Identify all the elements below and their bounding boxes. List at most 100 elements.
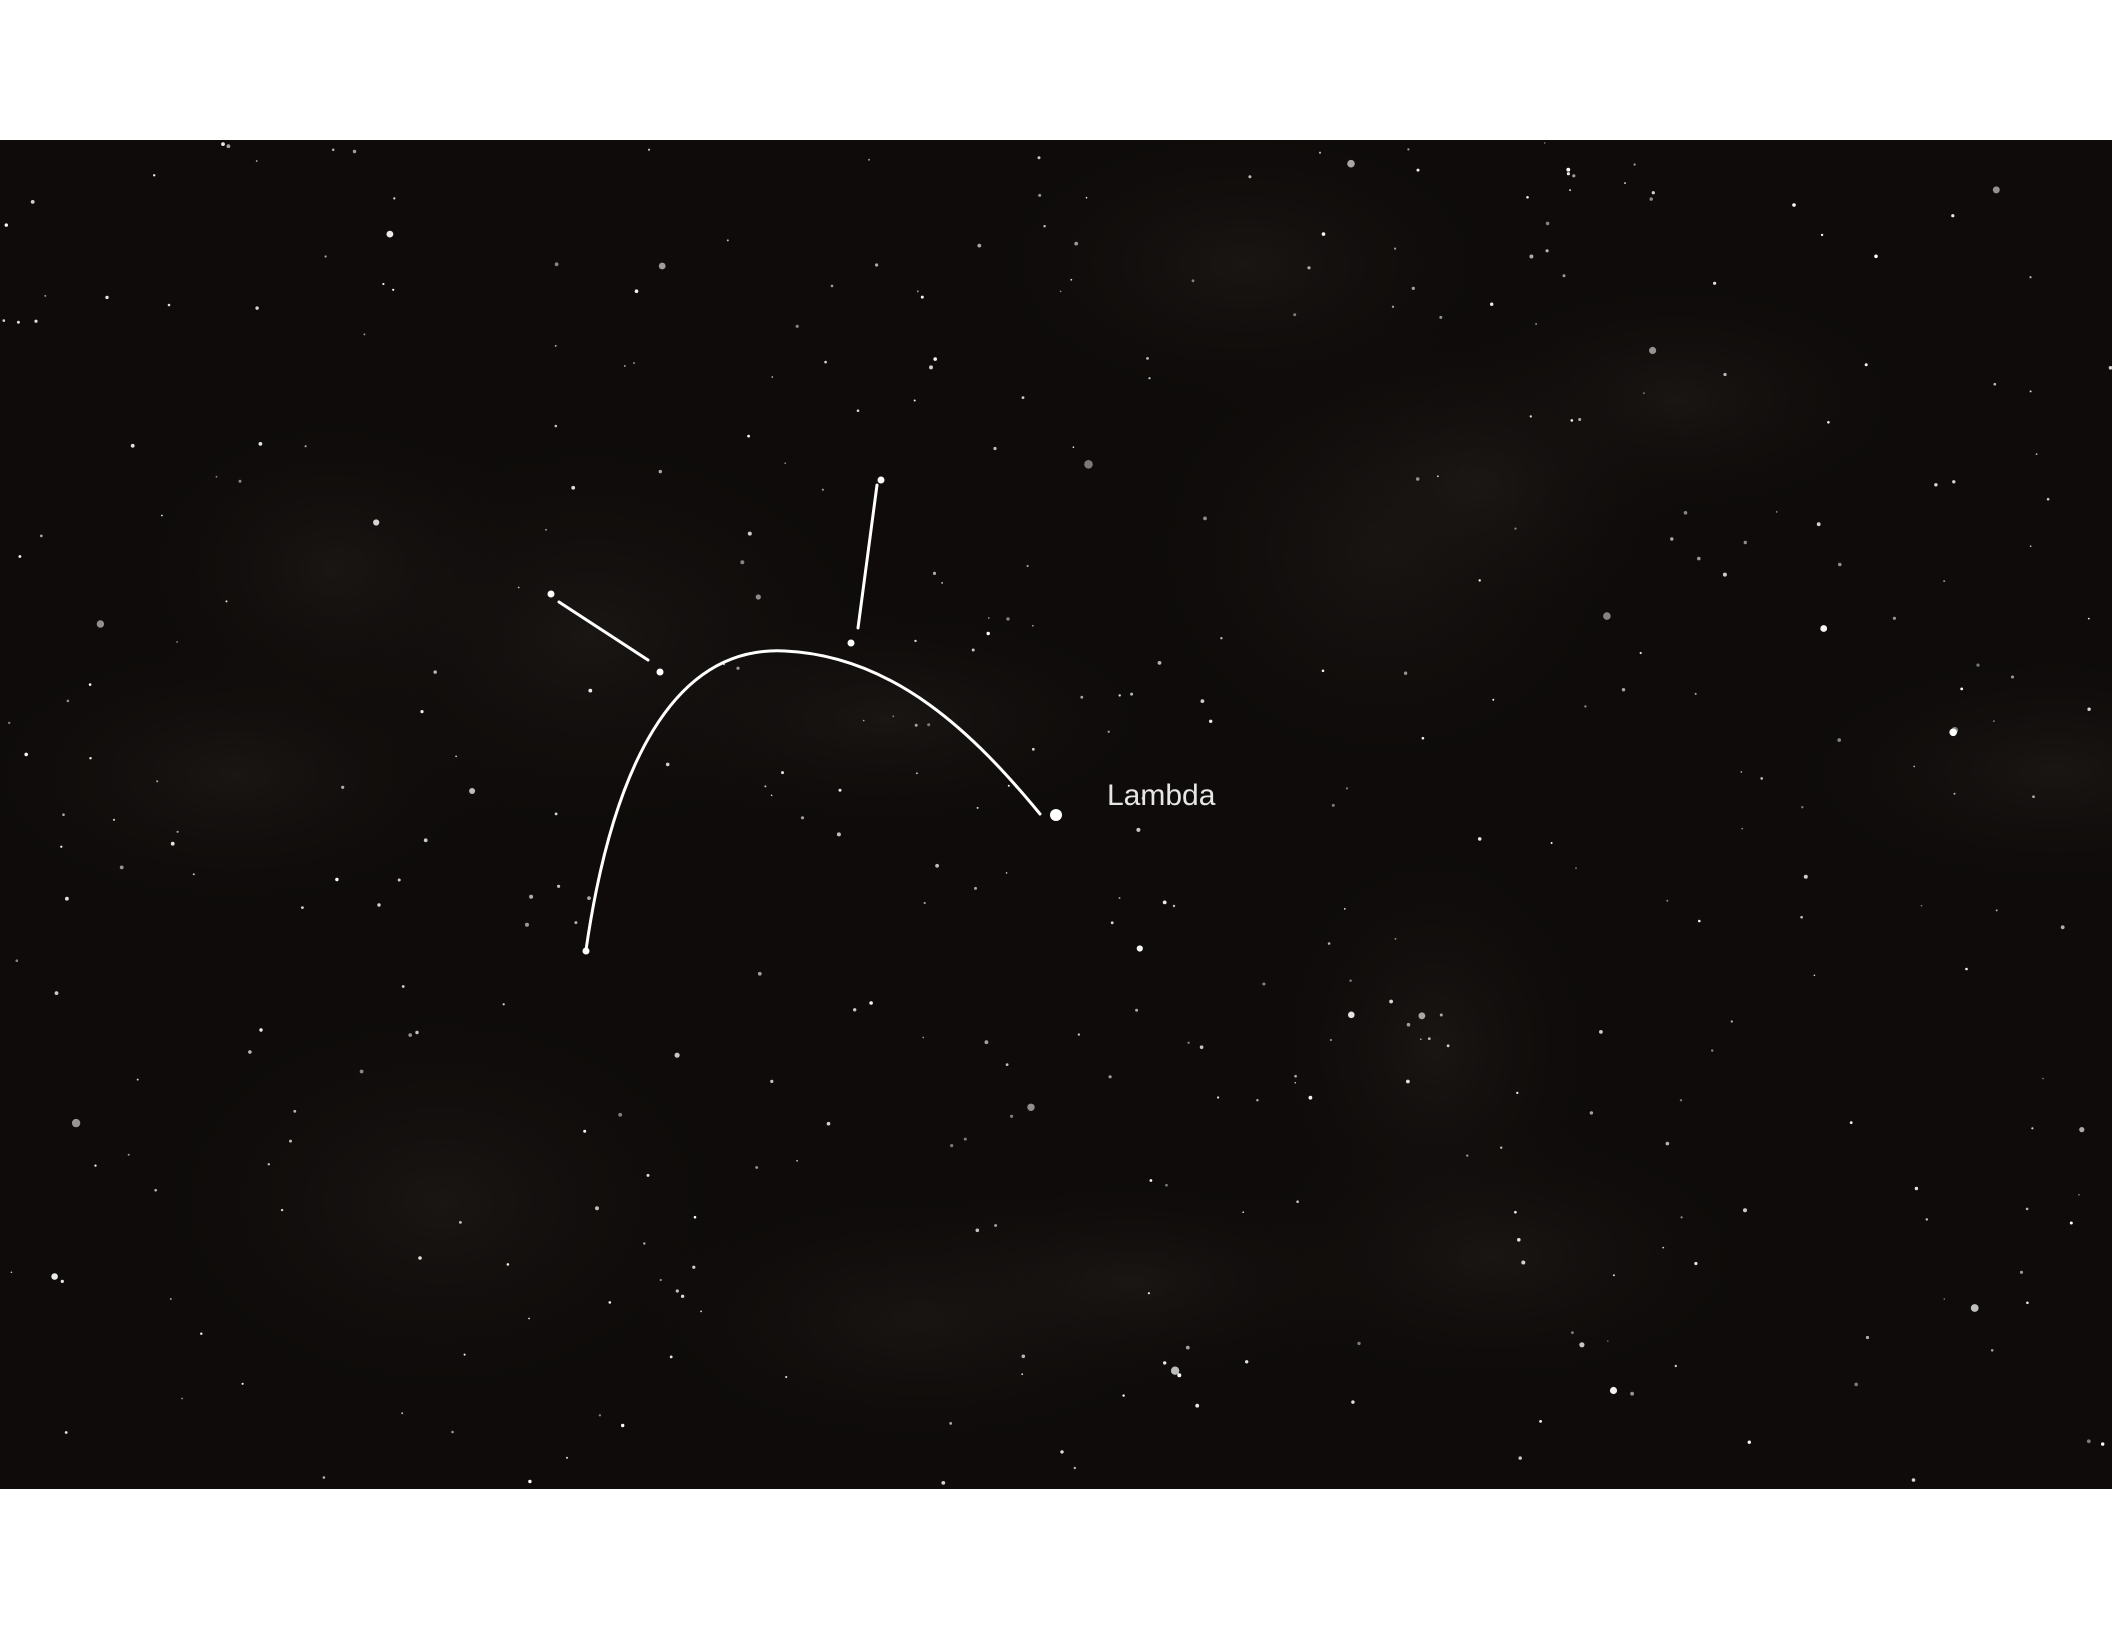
star <box>646 1173 650 1177</box>
star <box>1697 556 1701 561</box>
star <box>528 1479 532 1484</box>
star <box>1439 1013 1443 1017</box>
star <box>1418 1012 1426 1020</box>
star <box>1630 1391 1634 1396</box>
star <box>18 555 22 558</box>
star <box>88 683 92 686</box>
star <box>1005 872 1008 874</box>
star <box>1838 562 1842 567</box>
star <box>1148 377 1151 380</box>
star <box>304 445 307 448</box>
star <box>1603 612 1611 620</box>
star <box>1911 1478 1916 1482</box>
star <box>1820 625 1828 632</box>
star <box>554 812 558 816</box>
star <box>1892 616 1896 620</box>
star <box>623 365 626 367</box>
star <box>1185 1345 1190 1350</box>
star <box>547 590 555 598</box>
star <box>382 282 385 286</box>
star <box>2032 795 2035 798</box>
star <box>112 818 116 821</box>
star <box>935 863 939 868</box>
star <box>1084 460 1093 469</box>
star <box>1411 286 1415 290</box>
star <box>255 306 259 310</box>
star <box>796 1159 798 1162</box>
star <box>986 631 990 636</box>
star <box>2069 1221 2073 1225</box>
star <box>1439 315 1443 319</box>
star <box>1345 787 1349 790</box>
star <box>8 721 11 725</box>
star <box>1437 475 1439 478</box>
star <box>674 1052 680 1058</box>
star <box>913 399 916 402</box>
star <box>60 1279 64 1283</box>
constellation-curve <box>584 649 1042 952</box>
star <box>1085 196 1088 199</box>
star <box>1349 979 1352 982</box>
star <box>1318 151 1322 154</box>
star <box>1403 671 1408 675</box>
star <box>1649 346 1657 355</box>
star-field <box>2 142 2112 1485</box>
star <box>1136 945 1143 952</box>
star <box>1800 915 1803 919</box>
star <box>62 813 65 816</box>
haze <box>1754 636 2112 905</box>
star <box>1107 730 1110 733</box>
star <box>665 762 670 767</box>
star <box>10 1271 13 1274</box>
star <box>1578 418 1582 421</box>
star <box>1478 579 1481 582</box>
star <box>1801 806 1804 809</box>
star <box>1006 617 1010 621</box>
star <box>770 1079 774 1083</box>
star <box>1043 225 1046 228</box>
star <box>658 469 662 474</box>
star <box>1943 1298 1946 1300</box>
star <box>914 639 917 643</box>
star <box>1021 1354 1026 1359</box>
star <box>1391 305 1395 308</box>
star <box>1490 302 1494 306</box>
star <box>1031 747 1035 751</box>
star <box>1713 281 1717 285</box>
star <box>1077 1033 1081 1036</box>
star <box>976 806 979 809</box>
star <box>1416 168 1420 172</box>
star <box>1307 266 1311 270</box>
star <box>1321 232 1326 236</box>
star <box>2029 390 2032 393</box>
star <box>423 838 428 843</box>
star <box>377 903 381 907</box>
star <box>994 1224 997 1227</box>
star <box>459 1221 462 1224</box>
star <box>2035 453 2038 455</box>
star <box>60 845 63 848</box>
star <box>154 1188 157 1192</box>
star <box>1514 527 1517 530</box>
star <box>94 1164 97 1167</box>
star <box>1993 720 1995 722</box>
star <box>1199 1045 1204 1049</box>
star <box>1157 661 1162 665</box>
star <box>1518 1456 1522 1460</box>
star <box>1803 874 1808 879</box>
star <box>916 290 919 293</box>
star <box>2060 925 2065 930</box>
star <box>1743 1208 1747 1213</box>
star <box>582 947 590 955</box>
star <box>1760 777 1763 780</box>
star <box>1492 698 1495 701</box>
star <box>1976 663 1980 667</box>
star <box>1575 867 1577 870</box>
star <box>1722 572 1727 577</box>
haze <box>108 393 560 745</box>
star <box>869 1001 873 1005</box>
star <box>1711 1049 1714 1052</box>
star <box>161 514 163 517</box>
star <box>1209 719 1213 723</box>
star <box>517 586 520 589</box>
